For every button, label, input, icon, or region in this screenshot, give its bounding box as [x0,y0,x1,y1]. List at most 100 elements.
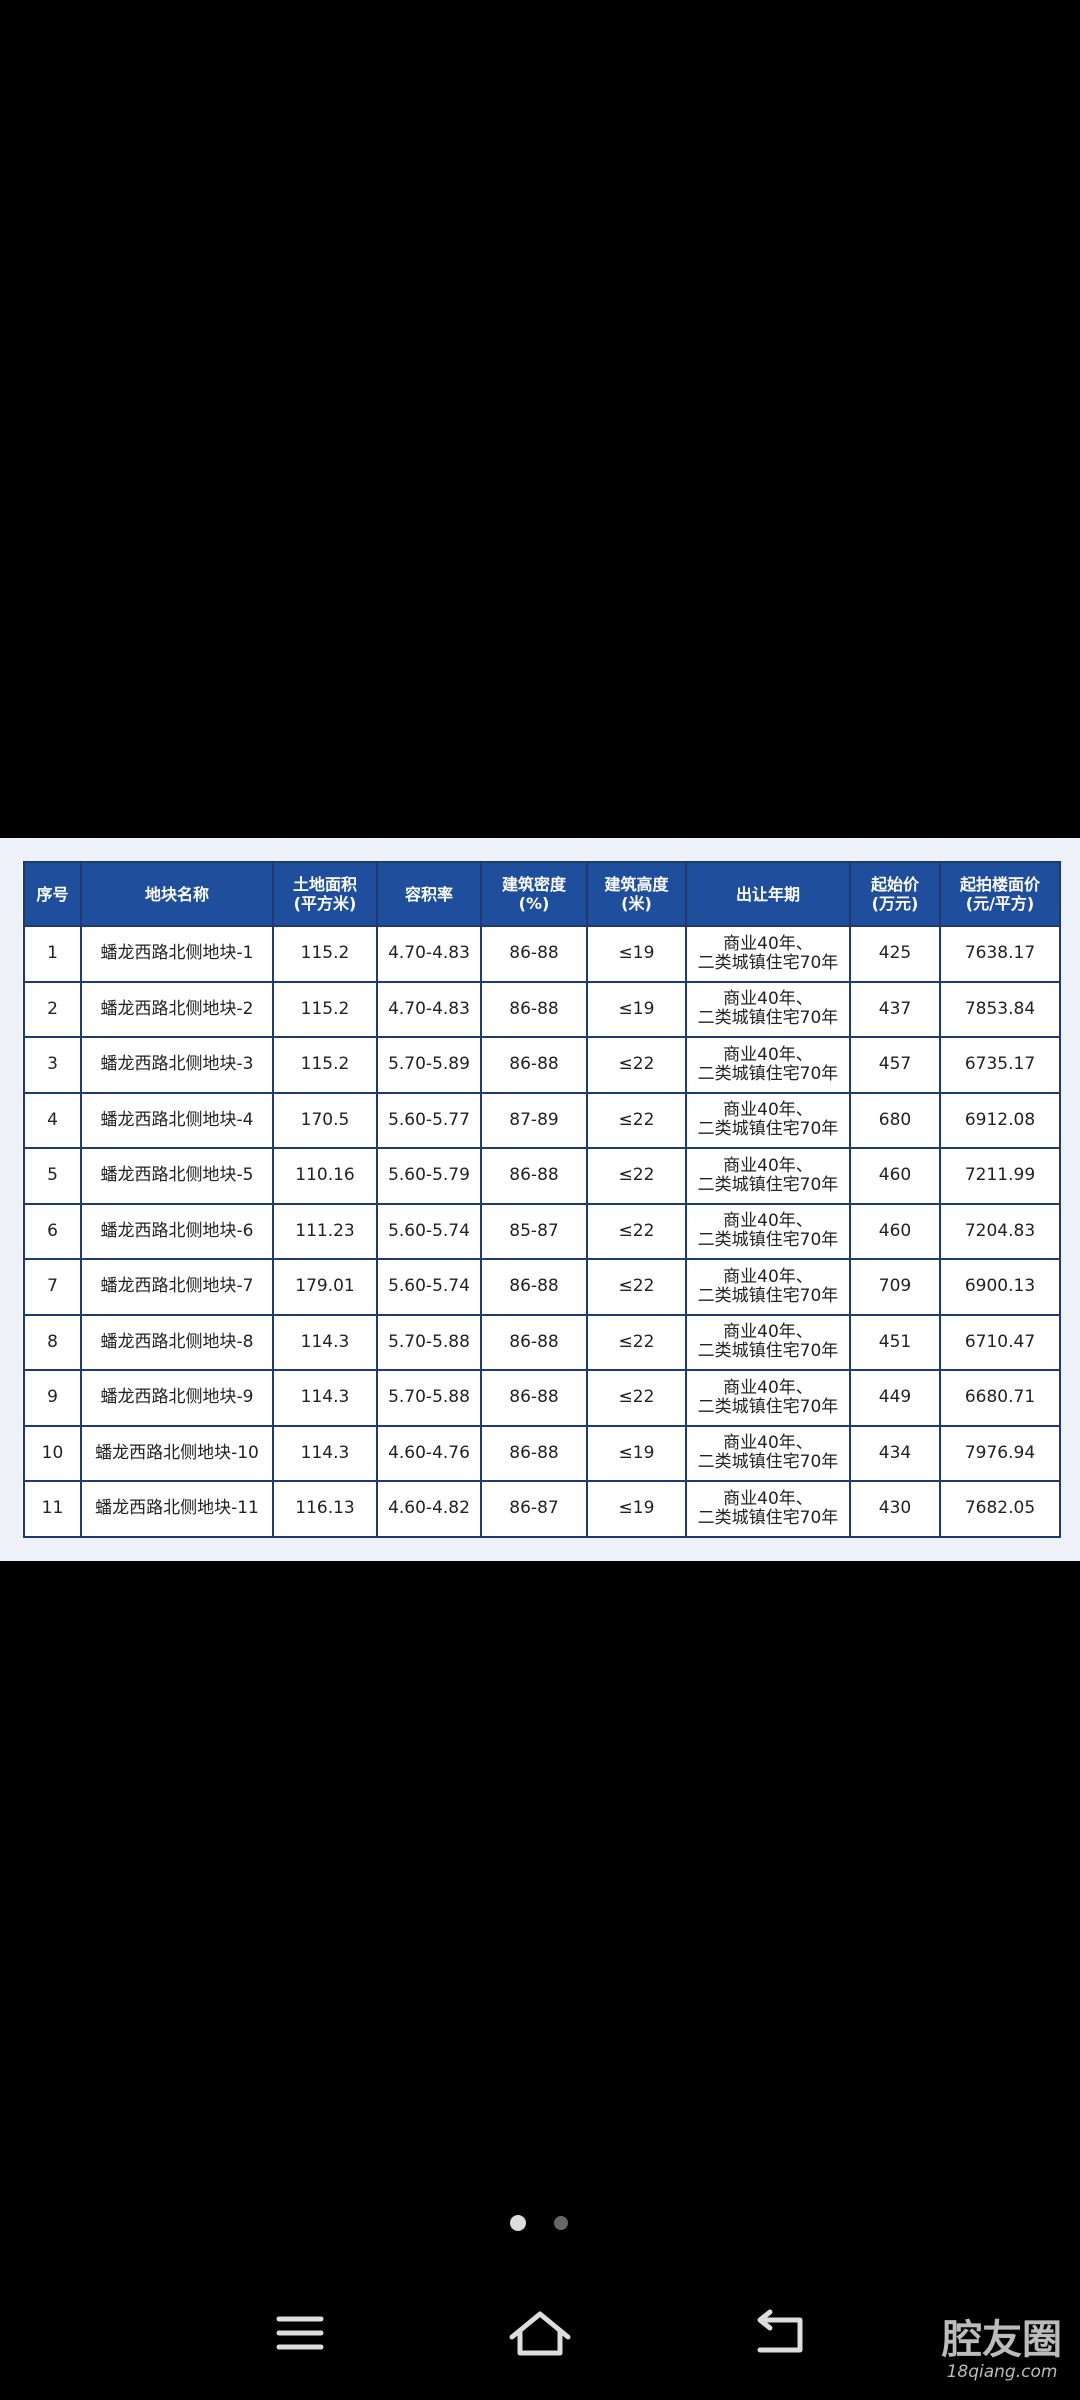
header-cell: 容积率 [376,861,482,927]
table-cell: ≤22 [586,1258,687,1316]
page-dot-active [510,2215,526,2231]
table-row: 7 蟠龙西路北侧地块-7 179.01 5.60-5.74 86-88 ≤22 商业40年、… [23,1258,1061,1316]
watermark-site: 18qiang.com [946,2362,1058,2382]
table-cell: 商业40年、 二类城镇住宅70年 [685,1147,851,1205]
cell-line: 商业40年、 [723,1044,813,1065]
cell-line: 二类城镇住宅70年 [697,1285,839,1306]
table-cell: 437 [849,980,941,1038]
header-line: 建筑高度 [604,875,669,894]
menu-button[interactable] [276,2316,324,2350]
table-cell: 179.01 [272,1258,378,1316]
table-cell: 蟠龙西路北侧地块-3 [80,1036,274,1094]
table-cell: 11 [23,1480,82,1538]
cell-line: 商业40年、 [723,1488,813,1509]
table-cell: 商业40年、 二类城镇住宅70年 [685,1424,851,1482]
cell-line: 二类城镇住宅70年 [697,1008,839,1029]
table-cell: 7638.17 [939,925,1061,983]
table-cell: 4.60-4.82 [376,1480,482,1538]
table-cell: 86-88 [480,1424,588,1482]
table-cell: 蟠龙西路北侧地块-8 [80,1313,274,1371]
cell-line: 二类城镇住宅70年 [697,1396,839,1417]
table-cell: 5.70-5.88 [376,1313,482,1371]
table-cell: ≤22 [586,1091,687,1149]
table-row: 9 蟠龙西路北侧地块-9 114.3 5.70-5.88 86-88 ≤22 商业40年、二… [23,1369,1061,1427]
table-cell: 商业40年、 二类城镇住宅70年 [685,1258,851,1316]
table-cell: 2 [23,980,82,1038]
table-cell: 蟠龙西路北侧地块-6 [80,1202,274,1260]
table-cell: 6900.13 [939,1258,1061,1316]
table-cell: 4.70-4.83 [376,980,482,1038]
cell-line: 二类城镇住宅70年 [697,1507,839,1528]
table-cell: 5.70-5.88 [376,1369,482,1427]
table-cell: 蟠龙西路北侧地块-7 [80,1258,274,1316]
table-cell: 86-87 [480,1480,588,1538]
table-cell: ≤22 [586,1202,687,1260]
cell-line: 二类城镇住宅70年 [697,1174,839,1195]
table-cell: 86-88 [480,980,588,1038]
table-row: 3 蟠龙西路北侧地块-3 115.2 5.70-5.89 86-88 ≤22 商业40年、二… [23,1036,1061,1094]
header-line: (%) [518,894,550,913]
table-cell: 商业40年、 二类城镇住宅70年 [685,1202,851,1260]
table-cell: 5.60-5.79 [376,1147,482,1205]
table-cell: 4.60-4.76 [376,1424,482,1482]
cell-line: 商业40年、 [723,933,813,954]
cell-line: 二类城镇住宅70年 [697,1452,839,1473]
table-cell: 商业40年、 二类城镇住宅70年 [685,1313,851,1371]
cell-line: 二类城镇住宅70年 [697,1341,839,1362]
table-cell: 5.60-5.74 [376,1202,482,1260]
table-cell: 85-87 [480,1202,588,1260]
table-cell: 商业40年、 二类城镇住宅70年 [685,1036,851,1094]
table-cell: 4 [23,1091,82,1149]
table-cell: ≤19 [586,925,687,983]
table-cell: 86-88 [480,1258,588,1316]
table-cell: 86-88 [480,925,588,983]
watermark-name: 腔友圈 [942,2317,1062,2363]
header-cell: 出让年期 [685,861,851,927]
cell-line: 商业40年、 [723,1433,813,1454]
table-cell: 86-88 [480,1147,588,1205]
header-row: 序号 地块名称 土地面积 (平方米) 容积率 建筑密度 (%) 建筑高度 (米) 出让年期 起始价(… [23,861,1061,927]
header-line: 起始价 [870,875,919,894]
table-cell: ≤19 [586,1480,687,1538]
header-line: (万元) [871,894,919,913]
table-cell: 170.5 [272,1091,378,1149]
table-cell: 8 [23,1313,82,1371]
table-cell: 蟠龙西路北侧地块-1 [80,925,274,983]
table-cell: ≤22 [586,1036,687,1094]
home-button[interactable] [509,2311,571,2356]
watermark: 腔友圈 18qiang.com [942,2318,1062,2382]
table-cell: 6680.71 [939,1369,1061,1427]
table-row: 10 蟠龙西路北侧地块-10 114.3 4.60-4.76 86-88 ≤19 商业40年… [23,1424,1061,1482]
table-cell: ≤19 [586,980,687,1038]
table-cell: 蟠龙西路北侧地块-9 [80,1369,274,1427]
table-cell: 86-88 [480,1036,588,1094]
back-button[interactable] [757,2309,803,2353]
header-cell: 土地面积 (平方米) [272,861,378,927]
cell-line: 商业40年、 [723,1322,813,1343]
cell-line: 商业40年、 [723,989,813,1010]
table-row: 11 蟠龙西路北侧地块-11 116.13 4.60-4.82 86-87 ≤19 商业40… [23,1480,1061,1538]
header-cell: 序号 [23,861,82,927]
table-cell: 680 [849,1091,941,1149]
header-cell: 建筑高度 (米) [586,861,687,927]
table-cell: 7 [23,1258,82,1316]
table-cell: 蟠龙西路北侧地块-4 [80,1091,274,1149]
table-cell: ≤19 [586,1424,687,1482]
header-line: 序号 [36,884,69,904]
table-cell: 蟠龙西路北侧地块-11 [80,1480,274,1538]
land-table: 序号 地块名称 土地面积 (平方米) 容积率 建筑密度 (%) 建筑高度 (米) 出让年期 起始价(… [23,861,1061,1538]
header-line: (米) [621,894,652,913]
table-cell: 蟠龙西路北侧地块-2 [80,980,274,1038]
table-row: 8 蟠龙西路北侧地块-8 114.3 5.70-5.88 86-88 ≤22 商业40年、二… [23,1313,1061,1371]
table-cell: 434 [849,1424,941,1482]
header-line: 地块名称 [144,884,209,904]
header-line: (平方米) [293,894,357,913]
table-cell: 商业40年、 二类城镇住宅70年 [685,1091,851,1149]
table-cell: 10 [23,1424,82,1482]
table-cell: 6710.47 [939,1313,1061,1371]
header-cell: 起拍楼面价 (元/平方) [939,861,1061,927]
cell-line: 二类城镇住宅70年 [697,952,839,973]
table-cell: ≤22 [586,1313,687,1371]
header-line: 起拍楼面价 [959,875,1040,894]
